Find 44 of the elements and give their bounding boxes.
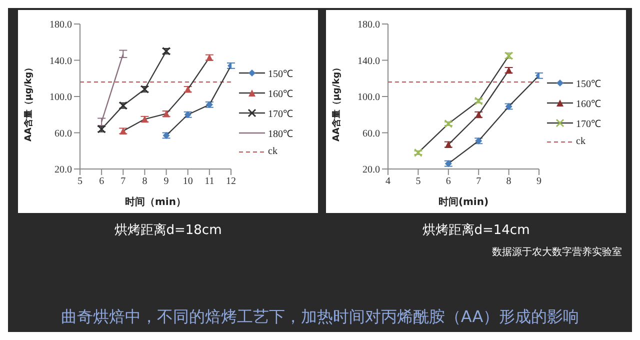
y-tick-label: 60.0 — [54, 128, 72, 140]
x-tick-label: 6 — [99, 176, 104, 188]
x-tick-label: 11 — [204, 176, 214, 188]
text: 数据源于农大数字营养实验室 — [491, 246, 622, 259]
legend-label: ck — [576, 136, 586, 147]
y-tick-label: 100.0 — [50, 92, 72, 104]
x-tick-label: 8 — [506, 176, 512, 188]
legend-label: 170℃ — [268, 108, 293, 120]
x-tick-label: 8 — [142, 176, 148, 188]
y-tick-label: 20.0 — [362, 164, 380, 176]
legend-label: 150℃ — [268, 68, 293, 80]
x-tick-label: 9 — [536, 176, 542, 188]
x-tick-label: 5 — [78, 176, 82, 188]
x-tick-label: 6 — [446, 176, 451, 188]
x-tick-label: 7 — [120, 176, 126, 188]
text: 烘烤距离d=14cm — [422, 222, 530, 239]
x-tick-label: 10 — [182, 176, 193, 188]
x-tick-label: 5 — [416, 176, 421, 188]
y-tick-label: 100.0 — [358, 92, 380, 104]
y-tick-label: 140.0 — [358, 56, 380, 67]
x-tick-label: 12 — [226, 176, 236, 188]
legend-label: 170℃ — [576, 118, 601, 130]
y-tick-label: 20.0 — [54, 164, 72, 176]
point — [474, 96, 483, 106]
legend-label: 150℃ — [576, 78, 601, 90]
x-axis-title: 时间（min） — [125, 196, 186, 208]
legend-label: 160℃ — [268, 88, 293, 100]
legend-label: 180℃ — [268, 128, 293, 140]
legend-label: ck — [268, 146, 278, 157]
point — [414, 148, 422, 157]
y-tick-label: 180.0 — [358, 20, 380, 31]
y-tick-label: 140.0 — [50, 56, 72, 67]
point — [444, 119, 453, 128]
x-axis-title: 时间(min) — [438, 196, 489, 208]
text: 曲奇烘焙中，不同的焙烤工艺下，加热时间对丙烯酰胺（AA）形成的影响 — [60, 307, 580, 328]
x-tick-label: 4 — [386, 176, 390, 188]
y-axis-title: AA含量（μg/kg） — [23, 62, 34, 142]
y-tick-label: 180.0 — [50, 20, 72, 31]
y-tick-label: 60.0 — [362, 128, 380, 140]
x-tick-label: 9 — [164, 176, 169, 188]
text: 烘烤距离d=18cm — [114, 222, 222, 239]
legend-label: 160℃ — [576, 98, 601, 110]
y-axis-title: AA含量（μg/kg） — [331, 62, 342, 142]
x-tick-label: 7 — [476, 176, 482, 188]
